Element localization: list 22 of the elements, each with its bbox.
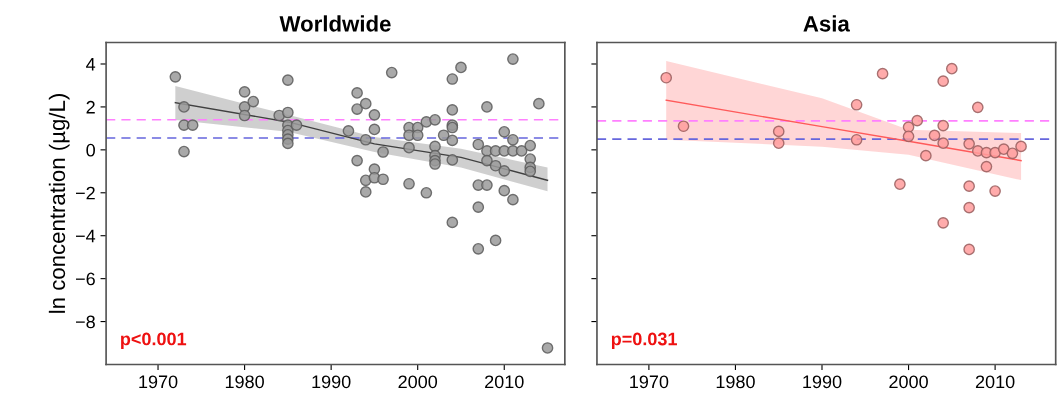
x-tick-label: 1980	[225, 375, 264, 389]
annotation: p<0.001	[121, 332, 187, 349]
y-tick-label: −4	[75, 229, 96, 243]
annotation: p=0.031	[611, 332, 677, 349]
x-tick-label: 1990	[312, 375, 351, 389]
y-axis-title: ln concentration (µg/L)	[48, 94, 70, 313]
y-tick-label: 4	[86, 58, 96, 71]
x-tick-label: 1970	[630, 375, 669, 389]
y-tick-label: −2	[75, 186, 95, 200]
chart-title: Worldwide	[279, 15, 391, 32]
x-tick-label: 1980	[716, 375, 755, 389]
x-tick-label: 2010	[485, 375, 524, 389]
x-tick-label: 1970	[139, 375, 178, 389]
y-tick-label: −6	[75, 272, 95, 286]
x-tick-label: 1990	[803, 375, 842, 389]
x-tick-label: 2010	[975, 375, 1015, 389]
x-tick-label: 2000	[398, 375, 438, 389]
y-tick-label: −8	[75, 315, 95, 329]
y-tick-label: 2	[86, 100, 95, 114]
chart-title: Asia	[803, 15, 850, 32]
x-tick-label: 2000	[889, 375, 928, 389]
y-tick-label: 0	[86, 143, 95, 157]
